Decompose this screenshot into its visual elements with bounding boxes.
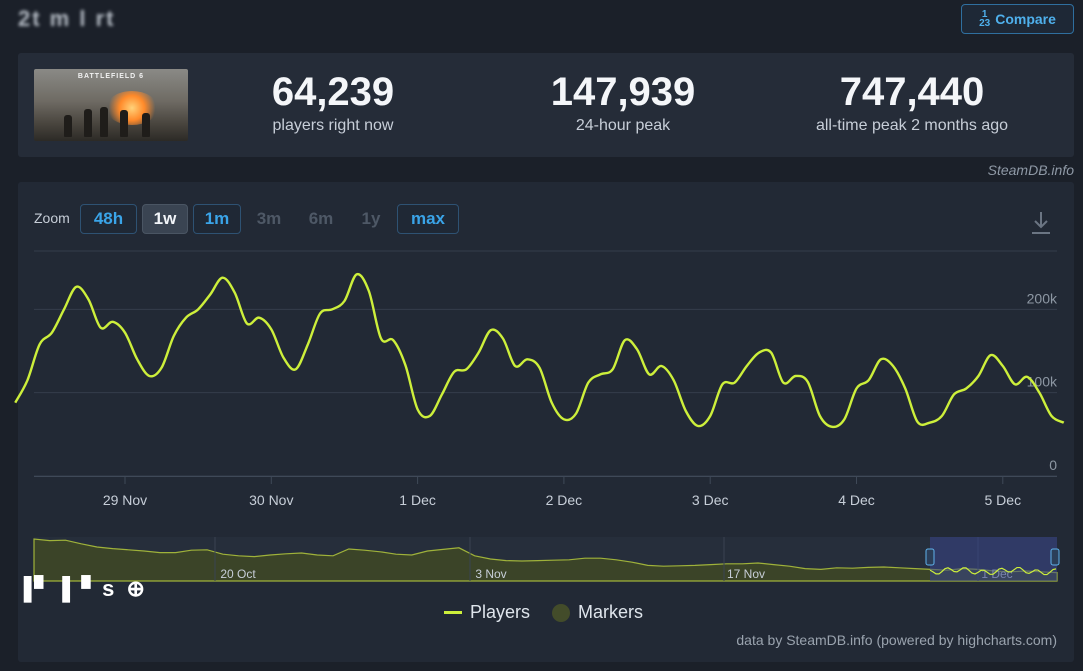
soldier-figure xyxy=(142,113,150,137)
peak24-label: 24-hour peak xyxy=(575,117,671,134)
stats-panel: BATTLEFIELD 6 64,239 players right now 1… xyxy=(18,53,1074,157)
markers-dot-symbol xyxy=(552,603,571,622)
navigator-date-label: 3 Nov xyxy=(475,567,506,581)
stat-alltime-peak: 747,440 all-time peak 2 months ago xyxy=(787,69,1037,135)
zoom-button-6m: 6m xyxy=(308,209,334,228)
current-players-value: 64,239 xyxy=(271,70,395,114)
zoom-button-1w[interactable]: 1w xyxy=(142,204,188,234)
players-series-line xyxy=(14,272,1065,429)
current-players-label: players right now xyxy=(272,117,394,134)
soldier-figure xyxy=(84,109,92,137)
x-tick-label: 30 Nov xyxy=(249,492,293,508)
soldier-figure xyxy=(120,110,128,137)
alltime-label: all-time peak 2 months ago xyxy=(815,117,1009,134)
zoom-button-48h[interactable]: 48h xyxy=(80,204,137,234)
y-tick-label: 0 xyxy=(1049,457,1057,473)
navigator-date-label: 20 Oct xyxy=(220,567,256,581)
chart-panel: Zoom 48h 1w 1m 3m 6m 1y max Players Mark… xyxy=(18,182,1074,662)
peak24-value: 147,939 xyxy=(550,70,696,114)
chart-legend: Players Markers xyxy=(444,602,643,623)
zoom-button-1y: 1y xyxy=(361,209,381,228)
soldier-figure xyxy=(64,115,72,137)
navigator-date-label: 17 Nov xyxy=(727,567,765,581)
compare-button[interactable]: 1 23 Compare xyxy=(961,4,1074,34)
x-tick-label: 3 Dec xyxy=(692,492,729,508)
compare-label: Compare xyxy=(995,11,1056,27)
zoom-button-max[interactable]: max xyxy=(397,204,459,234)
legend-item-markers[interactable]: Markers xyxy=(552,602,643,623)
navigator-area xyxy=(33,538,1058,582)
blurred-overlay-text: ▐▘▐▝ s ⊕ xyxy=(16,576,148,601)
y-tick-label: 200k xyxy=(1027,290,1058,306)
game-thumbnail[interactable]: BATTLEFIELD 6 xyxy=(34,69,188,141)
steamdb-credit-top[interactable]: SteamDB.info xyxy=(987,162,1074,178)
compare-icon: 1 23 xyxy=(979,9,991,29)
legend-item-players[interactable]: Players xyxy=(444,602,530,623)
stat-current: 64,239 players right now xyxy=(208,69,458,135)
alltime-value: 747,440 xyxy=(839,70,985,114)
stat-24h-peak: 147,939 24-hour peak xyxy=(498,69,748,135)
game-logo: BATTLEFIELD 6 xyxy=(77,73,145,80)
zoom-button-1m[interactable]: 1m xyxy=(193,204,241,234)
navigator-handle[interactable] xyxy=(925,548,935,566)
x-tick-label: 1 Dec xyxy=(399,492,436,508)
x-tick-label: 2 Dec xyxy=(546,492,583,508)
zoom-button-3m: 3m xyxy=(256,209,282,228)
x-tick-label: 29 Nov xyxy=(103,492,147,508)
page-title: 2t m l rt xyxy=(18,6,116,31)
x-tick-label: 5 Dec xyxy=(985,492,1022,508)
navigator-selected-series xyxy=(929,566,1057,576)
players-line-symbol xyxy=(444,611,462,614)
zoom-label: Zoom xyxy=(34,210,70,226)
soldier-figure xyxy=(100,107,108,137)
download-icon[interactable] xyxy=(1030,210,1052,236)
navigator-handle[interactable] xyxy=(1050,548,1060,566)
x-tick-label: 4 Dec xyxy=(838,492,875,508)
highcharts-credit[interactable]: data by SteamDB.info (powered by highcha… xyxy=(736,632,1057,648)
